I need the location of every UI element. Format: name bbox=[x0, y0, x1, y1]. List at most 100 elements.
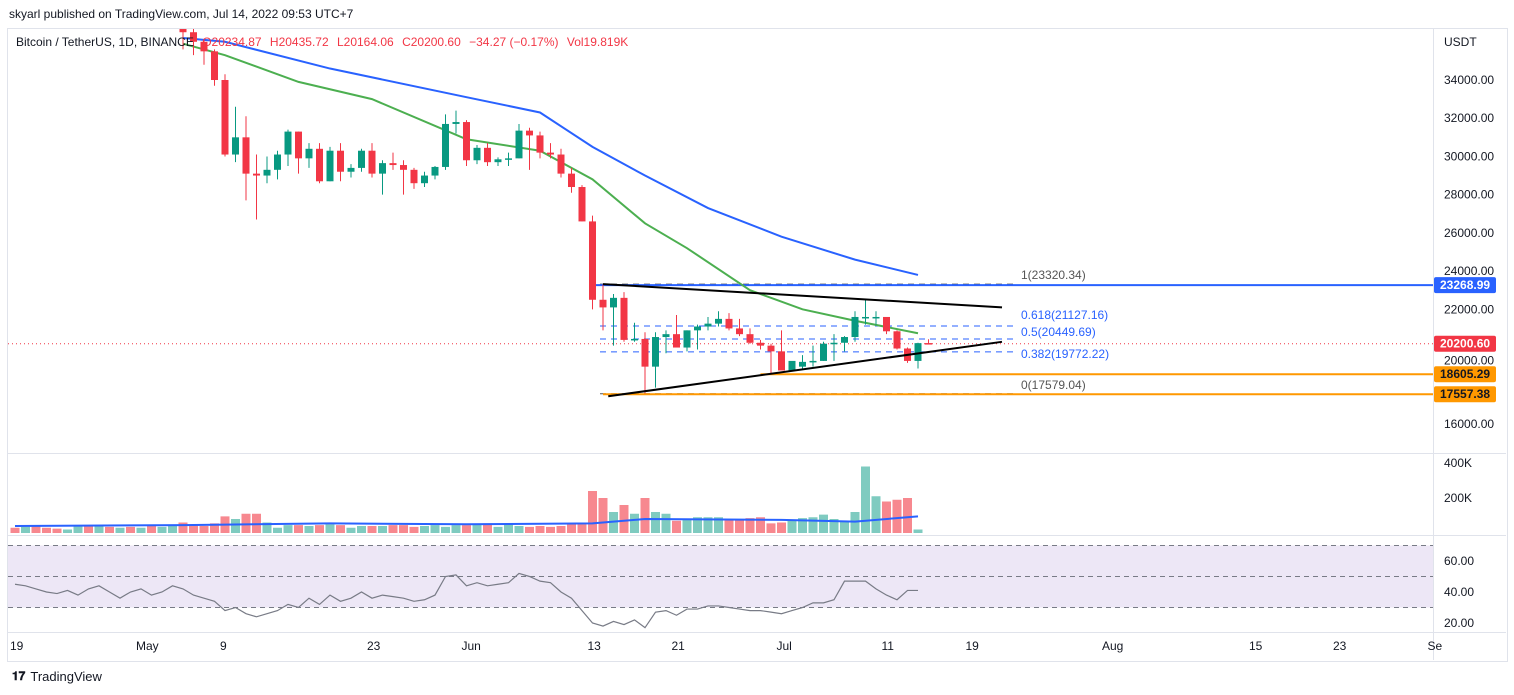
fib-level-label: 0.618(21127.16) bbox=[1021, 308, 1108, 322]
price-badge bbox=[1434, 386, 1496, 403]
volume-bar bbox=[840, 521, 849, 533]
candle-body bbox=[505, 158, 512, 160]
time-tick-label: 23 bbox=[1333, 639, 1347, 653]
candle-body bbox=[410, 169, 418, 184]
volume-bar bbox=[157, 526, 167, 533]
price-tick-label: 34000.00 bbox=[1444, 73, 1494, 87]
volume-bar bbox=[724, 519, 734, 533]
fib-level-label: 0.5(20449.69) bbox=[1021, 325, 1096, 339]
candle-body bbox=[830, 342, 838, 345]
candle-body bbox=[379, 163, 386, 174]
price-tick-label: 16000.00 bbox=[1444, 417, 1494, 431]
volume-bar bbox=[63, 529, 72, 533]
pane-divider bbox=[8, 453, 1506, 454]
volume-bar bbox=[126, 526, 135, 533]
volume-bar bbox=[798, 518, 807, 533]
candle-body bbox=[200, 41, 208, 52]
price-badge bbox=[1434, 335, 1496, 352]
volume-bar bbox=[189, 525, 198, 533]
candle-body bbox=[263, 169, 271, 176]
volume-bar bbox=[892, 499, 902, 533]
candle-body bbox=[673, 334, 680, 348]
volume-bar bbox=[283, 525, 293, 533]
candle-body bbox=[117, 0, 124, 9]
volume-bar bbox=[913, 529, 923, 533]
pane-divider bbox=[8, 632, 1506, 633]
volume-bar bbox=[451, 525, 461, 533]
candle-body bbox=[610, 297, 617, 308]
volume-bar bbox=[598, 498, 608, 533]
volume-bar bbox=[231, 519, 240, 533]
volume-bar bbox=[42, 527, 51, 533]
volume-bar bbox=[777, 522, 786, 533]
candle-body bbox=[431, 166, 439, 176]
volume-bar bbox=[472, 524, 482, 533]
candle-body bbox=[662, 334, 670, 338]
candle-body bbox=[599, 299, 607, 308]
candle-body bbox=[148, 0, 155, 9]
volume-bar bbox=[882, 501, 891, 533]
trendline bbox=[608, 340, 1003, 398]
candle-body bbox=[305, 148, 313, 159]
candle-body bbox=[368, 150, 376, 174]
candle-body bbox=[568, 173, 575, 188]
pane-divider bbox=[8, 535, 1506, 536]
candle-body bbox=[809, 360, 817, 363]
candle-body bbox=[631, 338, 638, 341]
volume-bar bbox=[787, 519, 797, 533]
candle-body bbox=[358, 150, 365, 168]
volume-bar bbox=[52, 528, 62, 533]
rsi-line bbox=[14, 572, 918, 629]
price-tick-label: 20000.00 bbox=[1444, 354, 1494, 368]
volume-bar bbox=[693, 517, 702, 533]
volume-bar bbox=[210, 523, 219, 533]
time-tick-label: 15 bbox=[1249, 639, 1263, 653]
candle-body bbox=[159, 0, 166, 9]
volume-bar bbox=[577, 524, 587, 533]
candle-body bbox=[421, 175, 428, 184]
volume-bar bbox=[735, 519, 744, 533]
volume-bar bbox=[168, 526, 177, 533]
volume-bar bbox=[462, 525, 471, 533]
fib-level-label: 0(17579.04) bbox=[1021, 378, 1086, 392]
candle-body bbox=[452, 122, 460, 124]
symbol-label[interactable]: Bitcoin / TetherUS, 1D, BINANCE bbox=[16, 35, 194, 49]
candle-body bbox=[442, 123, 449, 167]
volume-bar bbox=[294, 525, 303, 533]
volume-bar bbox=[766, 523, 776, 533]
volume-bar bbox=[745, 518, 755, 533]
volume-value: Vol19.819K bbox=[566, 35, 629, 49]
candle-body bbox=[799, 361, 806, 367]
footer: 𝟏𝟕 TradingView bbox=[12, 669, 102, 684]
time-tick-label: 11 bbox=[882, 639, 895, 653]
price-tick-label: 28000.00 bbox=[1444, 188, 1494, 202]
candle-body bbox=[757, 342, 764, 346]
candle-body bbox=[232, 137, 239, 155]
volume-bar bbox=[588, 491, 597, 533]
volume-bar bbox=[73, 526, 83, 533]
candle-body bbox=[841, 337, 848, 343]
volume-bar bbox=[346, 527, 356, 533]
close-value: C20200.60 bbox=[402, 35, 461, 49]
volume-bar bbox=[672, 520, 681, 533]
time-tick-label: 21 bbox=[672, 639, 686, 653]
ma-fast-line bbox=[182, 42, 919, 335]
volume-bar bbox=[21, 526, 30, 533]
volume-bar bbox=[556, 526, 566, 533]
volume-bar bbox=[483, 523, 492, 533]
price-badge-label: 18605.29 bbox=[1440, 367, 1490, 381]
candle-body bbox=[914, 343, 922, 361]
price-axis-divider bbox=[1433, 29, 1434, 660]
volume-bar bbox=[399, 525, 408, 533]
volume-bar bbox=[651, 512, 660, 533]
volume-bar bbox=[661, 513, 671, 533]
time-tick-label: Jun bbox=[462, 639, 481, 653]
volume-bar bbox=[273, 527, 282, 533]
volume-bar bbox=[493, 526, 503, 533]
volume-bar bbox=[367, 526, 377, 533]
volume-bar bbox=[84, 525, 93, 533]
candle-body bbox=[526, 130, 533, 136]
chart-legend: Bitcoin / TetherUS, 1D, BINANCE O20234.8… bbox=[16, 35, 633, 49]
candle-body bbox=[484, 147, 491, 163]
